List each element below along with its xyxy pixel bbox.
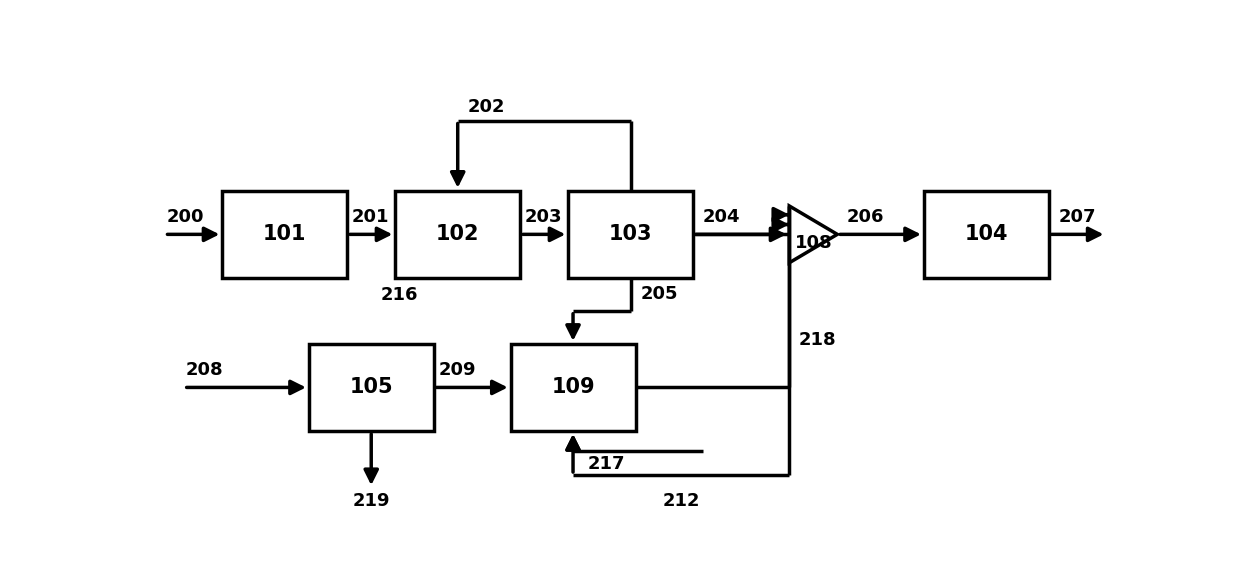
Text: 212: 212 xyxy=(662,492,699,511)
Text: 206: 206 xyxy=(847,208,884,225)
Text: 103: 103 xyxy=(609,224,652,244)
Text: 102: 102 xyxy=(436,224,480,244)
Text: 207: 207 xyxy=(1059,208,1096,225)
Text: 217: 217 xyxy=(588,455,625,473)
Text: 219: 219 xyxy=(352,492,389,511)
Bar xyxy=(396,191,521,278)
Bar xyxy=(924,191,1049,278)
Bar xyxy=(511,344,635,431)
Text: 200: 200 xyxy=(166,208,205,225)
Text: 208: 208 xyxy=(186,361,223,379)
Text: 105: 105 xyxy=(350,377,393,398)
Text: 203: 203 xyxy=(525,208,563,225)
Text: 202: 202 xyxy=(467,98,505,116)
Bar xyxy=(568,191,693,278)
Text: 209: 209 xyxy=(439,361,476,379)
Text: 216: 216 xyxy=(381,286,418,304)
Text: 201: 201 xyxy=(352,208,389,225)
Text: 218: 218 xyxy=(799,331,837,349)
Text: 104: 104 xyxy=(965,224,1008,244)
Text: 109: 109 xyxy=(552,377,595,398)
Text: 108: 108 xyxy=(795,234,832,252)
Bar xyxy=(309,344,434,431)
Text: 204: 204 xyxy=(703,208,740,225)
Text: 101: 101 xyxy=(263,224,306,244)
Text: 205: 205 xyxy=(640,286,678,303)
Bar xyxy=(222,191,347,278)
